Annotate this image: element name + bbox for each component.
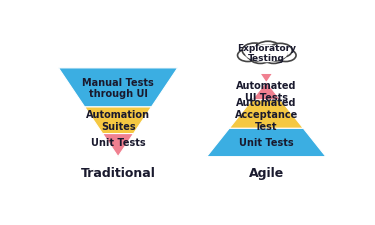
Text: Traditional: Traditional [81,166,156,179]
Circle shape [254,45,279,60]
Text: Automation
Suites: Automation Suites [86,110,150,131]
Circle shape [253,46,280,62]
Circle shape [242,44,267,58]
Text: Automated
Acceptance
Test: Automated Acceptance Test [235,98,298,131]
Circle shape [237,50,258,62]
Polygon shape [85,108,152,134]
Circle shape [263,47,286,62]
Circle shape [265,47,288,61]
Circle shape [254,48,279,63]
Circle shape [268,44,292,58]
Circle shape [262,51,285,64]
Circle shape [246,47,270,62]
Text: Exploratory
Testing: Exploratory Testing [237,44,296,63]
Polygon shape [261,75,272,82]
Text: Agile: Agile [249,166,284,179]
Text: Unit Tests: Unit Tests [239,138,294,148]
Polygon shape [103,134,134,157]
Circle shape [249,51,272,64]
Circle shape [245,47,268,61]
Polygon shape [252,82,280,100]
Circle shape [261,50,282,62]
Circle shape [255,42,281,57]
Polygon shape [58,69,178,108]
Polygon shape [230,100,303,129]
Text: Unit Tests: Unit Tests [91,138,146,148]
Text: Automated
UI Tests: Automated UI Tests [236,81,297,102]
Polygon shape [207,129,326,157]
Text: Manual Tests
through UI: Manual Tests through UI [82,77,154,99]
Circle shape [275,50,296,62]
Circle shape [251,50,272,62]
